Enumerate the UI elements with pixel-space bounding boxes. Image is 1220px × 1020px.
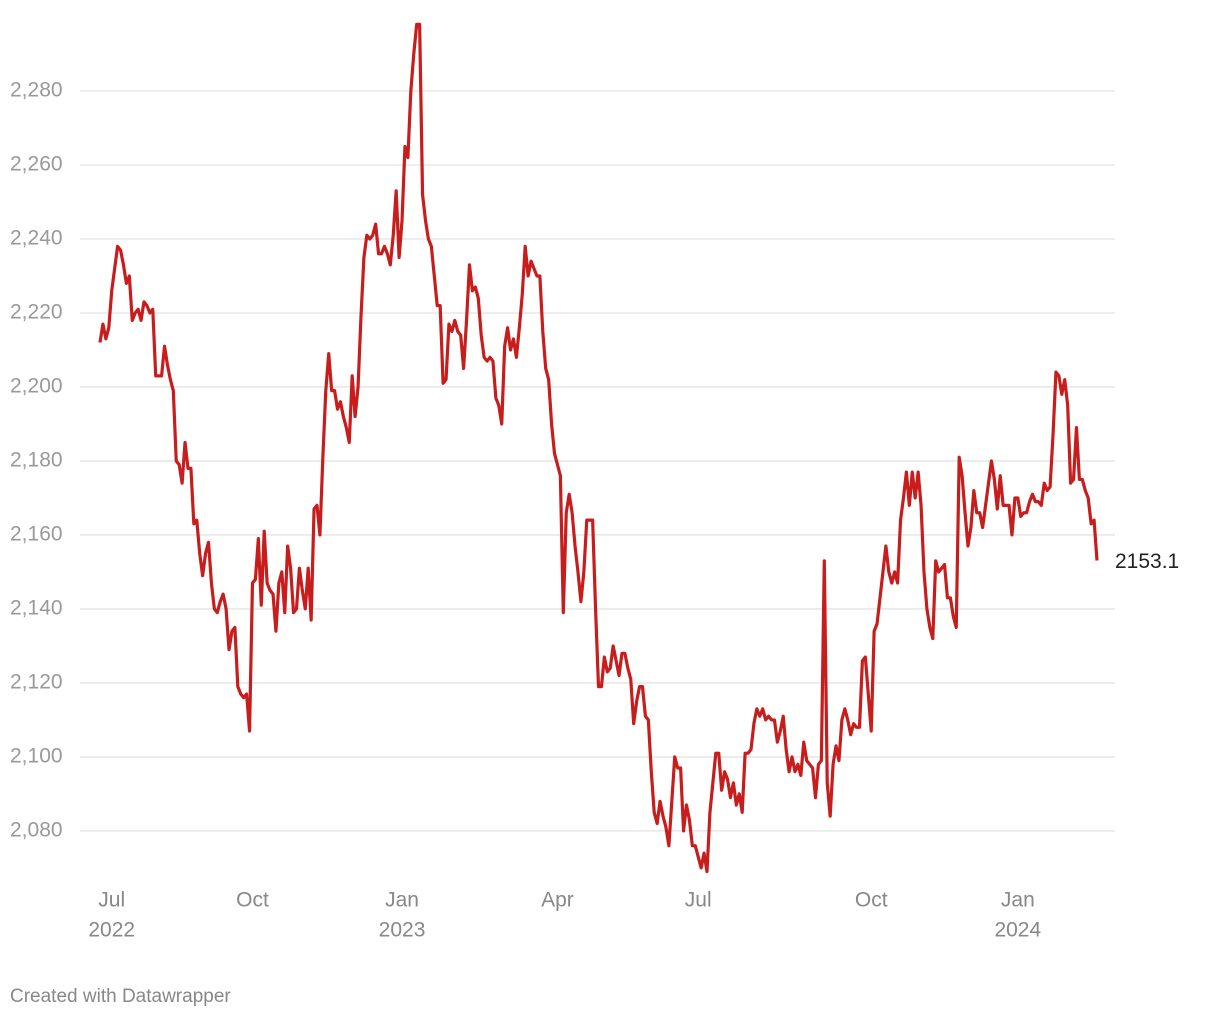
x-tick-label: Jul — [98, 889, 125, 912]
y-tick-label: 2,080 — [10, 818, 63, 841]
x-tick-label: Oct — [855, 889, 888, 912]
y-tick-label: 2,280 — [10, 79, 63, 102]
line — [98, 22, 1099, 874]
footer: Created with Datawrapper — [10, 986, 231, 1007]
y-tick-label: 2,100 — [10, 744, 63, 767]
y-tick-label: 2,260 — [10, 153, 63, 176]
x-tick-year: 2023 — [379, 919, 426, 942]
x-tick-year: 2022 — [88, 919, 135, 942]
y-tick-label: 2,240 — [10, 227, 63, 250]
x-tick-label: Oct — [236, 889, 269, 912]
y-tick-label: 2,160 — [10, 522, 63, 545]
y-tick-label: 2,220 — [10, 301, 63, 324]
x-tick-label: Apr — [541, 889, 574, 912]
end-label: 2153.1 — [1115, 550, 1179, 573]
y-tick-label: 2,120 — [10, 670, 63, 693]
x-tick-label: Jan — [1001, 889, 1035, 912]
y-tick-label: 2,180 — [10, 448, 63, 471]
y-tick-label: 2,140 — [10, 596, 63, 619]
x-tick-year: 2024 — [994, 919, 1041, 942]
x-tick-label: Jan — [385, 889, 419, 912]
y-tick-label: 2,200 — [10, 375, 63, 398]
x-tick-label: Jul — [685, 889, 712, 912]
